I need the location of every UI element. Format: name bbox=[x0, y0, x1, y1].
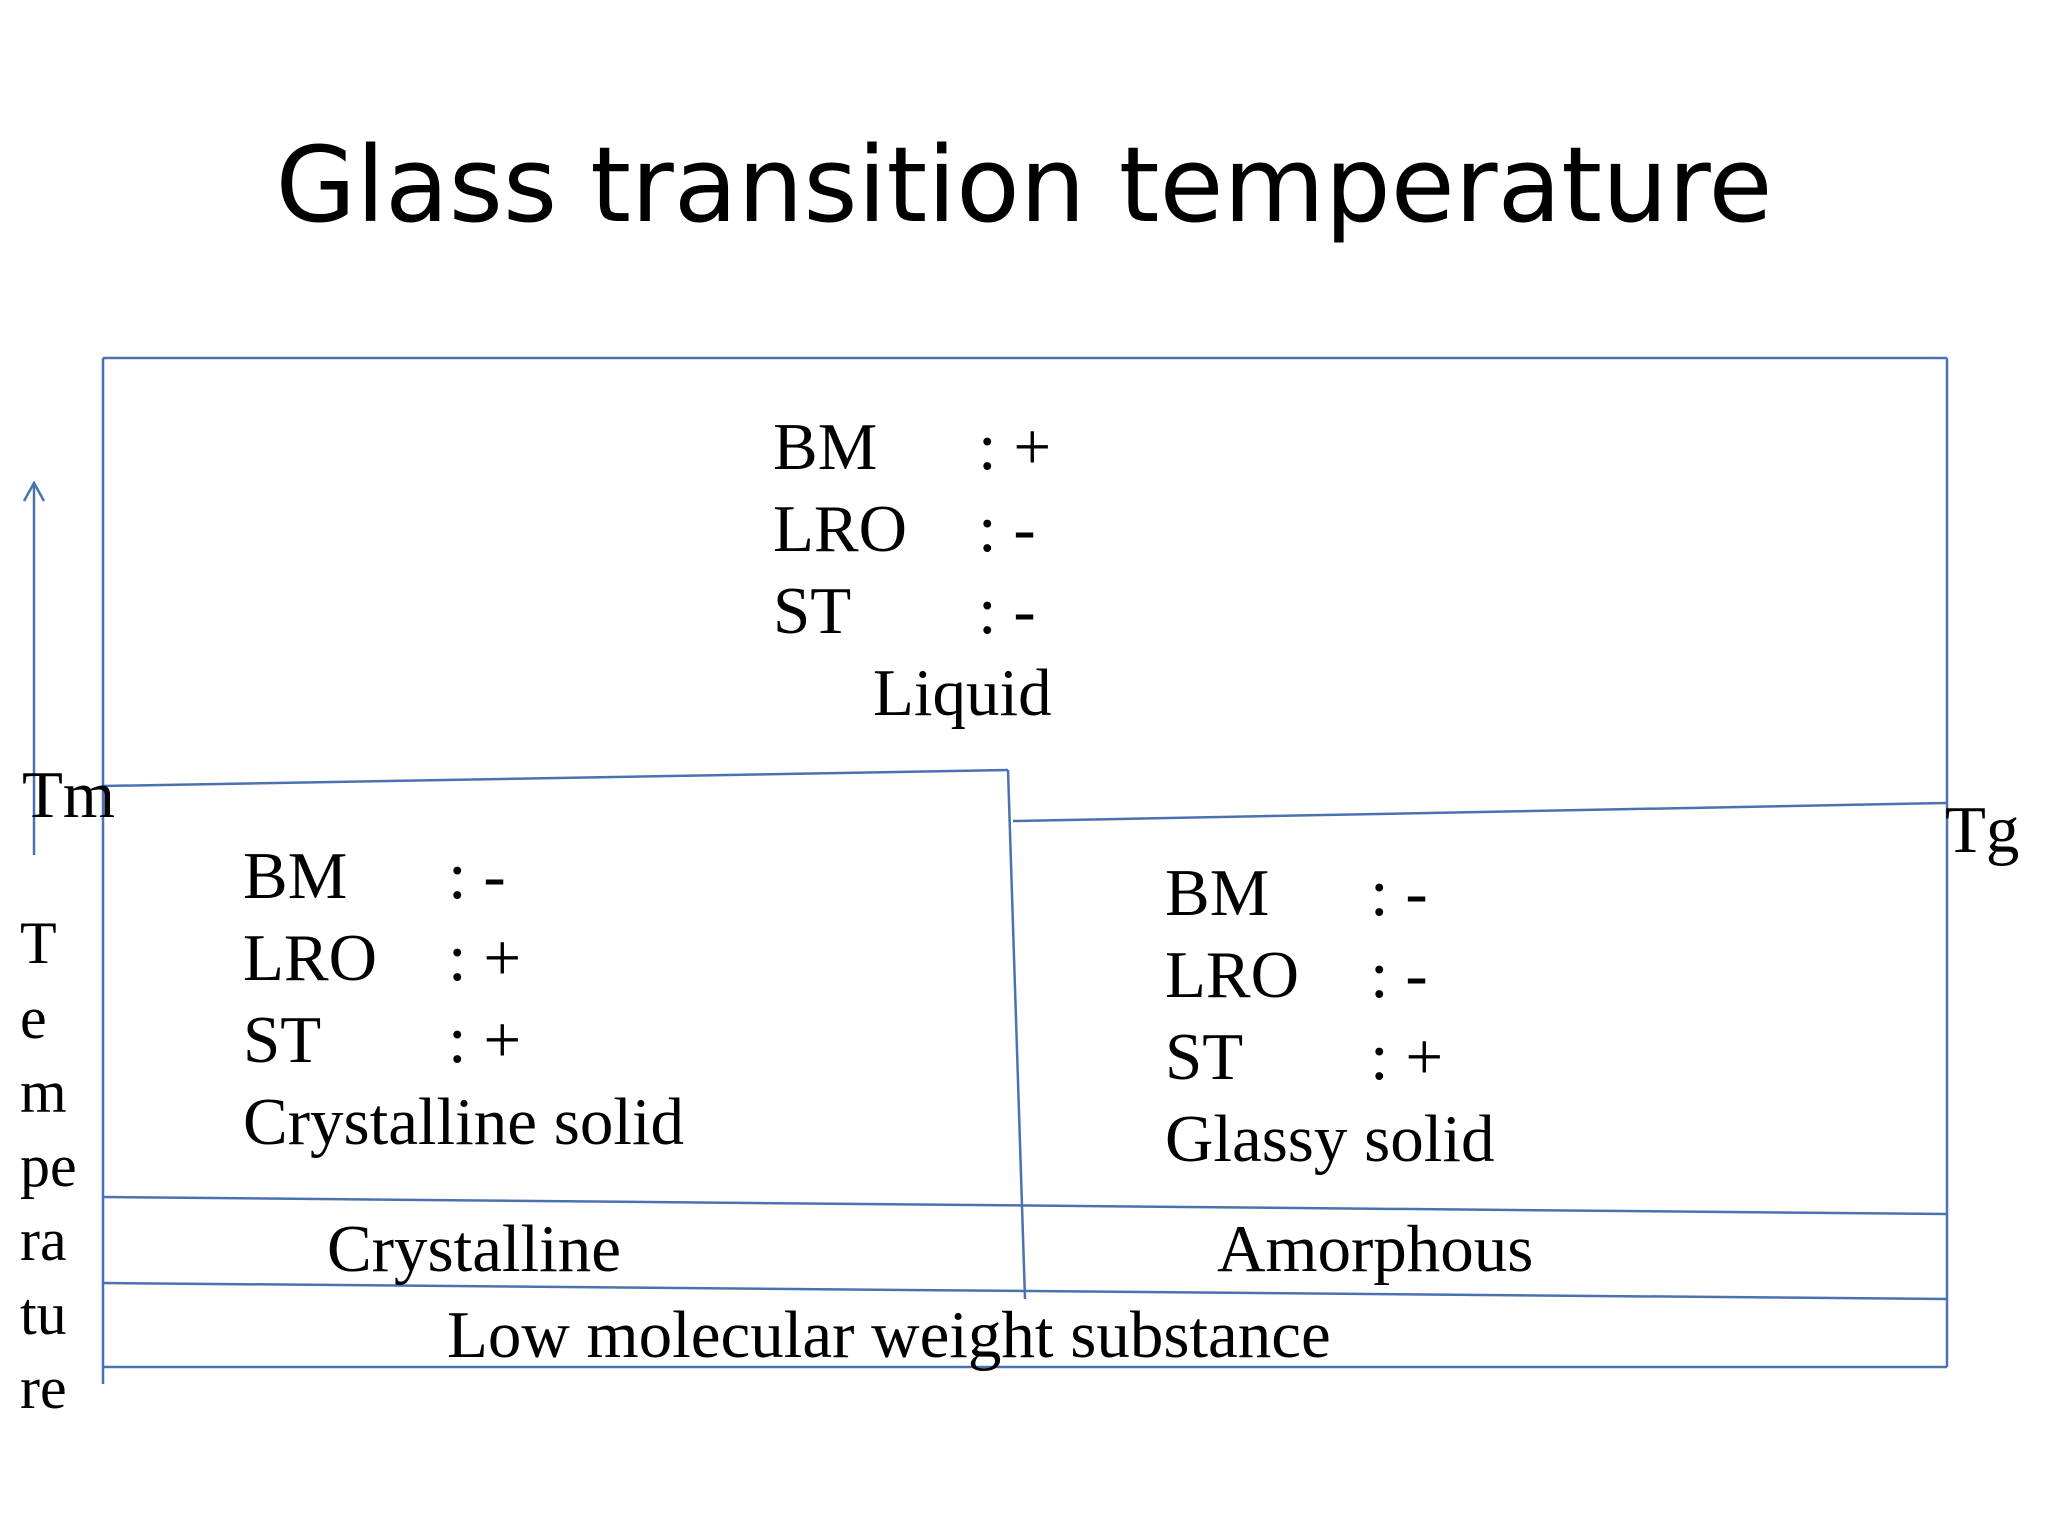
crystalline-bm-value: : - bbox=[448, 839, 506, 913]
temperature-axis-label-t: T bbox=[20, 910, 57, 976]
crystalline-st-value: : + bbox=[448, 1003, 522, 1077]
slide-title: Glass transition temperature bbox=[275, 124, 1773, 246]
tm-boundary-line bbox=[102, 768, 1009, 788]
phase-divider-line bbox=[1006, 769, 1027, 1300]
glassy-lro-key: LRO bbox=[1165, 938, 1299, 1012]
tg-label: Tg bbox=[1945, 793, 2020, 867]
temperature-axis-label-pe: pe bbox=[20, 1133, 77, 1199]
liquid-bm-key: BM bbox=[773, 410, 878, 484]
liquid-st-value: : - bbox=[978, 574, 1036, 648]
crystalline-lro-value: : + bbox=[448, 921, 522, 995]
glassy-bm-value: : - bbox=[1370, 856, 1428, 930]
liquid-st-key: ST bbox=[773, 574, 852, 648]
liquid-lro-key: LRO bbox=[773, 492, 907, 566]
temperature-axis-label-e: e bbox=[20, 985, 47, 1051]
crystalline-bm-key: BM bbox=[243, 839, 348, 913]
glassy-lro-value: : - bbox=[1370, 938, 1428, 1012]
glassy-solid-name: Glassy solid bbox=[1165, 1102, 1495, 1176]
tg-boundary-line bbox=[1012, 801, 1948, 823]
crystalline-st-key: ST bbox=[243, 1003, 322, 1077]
tm-label: Tm bbox=[22, 758, 116, 832]
crystalline-solid-name: Crystalline solid bbox=[243, 1085, 685, 1159]
temperature-axis-label-ra: ra bbox=[20, 1207, 67, 1273]
liquid-lro-value: : - bbox=[978, 492, 1036, 566]
glassy-st-key: ST bbox=[1165, 1020, 1244, 1094]
liquid-phase-name: Liquid bbox=[873, 656, 1052, 730]
temperature-axis-label-re: re bbox=[20, 1355, 67, 1421]
glassy-st-value: : + bbox=[1370, 1020, 1444, 1094]
glassy-bm-key: BM bbox=[1165, 856, 1270, 930]
band-top-line bbox=[102, 1195, 1948, 1216]
substance-band-label: Low molecular weight substance bbox=[447, 1298, 1331, 1372]
amorphous-band-label: Amorphous bbox=[1217, 1212, 1534, 1286]
temperature-axis-label-m: m bbox=[20, 1059, 67, 1125]
crystalline-lro-key: LRO bbox=[243, 921, 377, 995]
temperature-axis-arrowhead bbox=[22, 480, 46, 502]
band-middle-line bbox=[102, 1281, 1948, 1301]
crystalline-band-label: Crystalline bbox=[327, 1212, 622, 1286]
liquid-bm-value: : + bbox=[978, 410, 1052, 484]
temperature-axis-label-tu: tu bbox=[20, 1281, 67, 1347]
